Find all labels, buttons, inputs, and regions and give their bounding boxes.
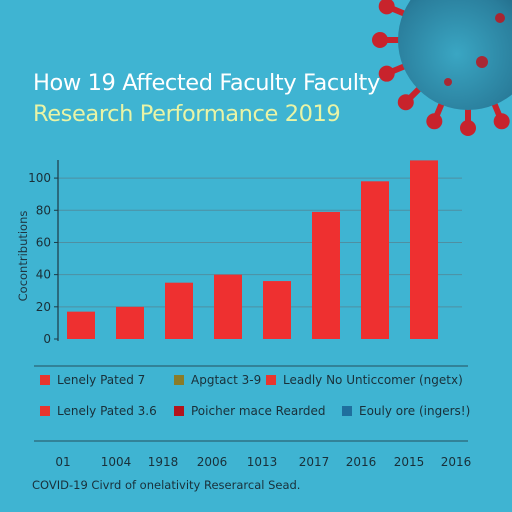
legend-label: Eouly ore (ingers!) [359, 404, 471, 418]
y-tick-label: 20 [36, 300, 51, 314]
virus-spike-head [460, 120, 476, 136]
legend-item: Lenely Pated 7 [40, 373, 145, 387]
bar [67, 311, 95, 339]
x-tick-label: 2015 [393, 455, 425, 469]
virus-spike-head [378, 65, 395, 82]
legend-swatch [40, 375, 50, 385]
virus-spike-head [426, 113, 443, 130]
x-tick-label: 2016 [345, 455, 377, 469]
caption: COVID-19 Civrd of onelativity Reserarcal… [32, 478, 301, 492]
virus-spike-head [397, 94, 414, 111]
legend-item: Lenely Pated 3.6 [40, 404, 157, 418]
bar [361, 181, 389, 339]
y-tick-label: 40 [36, 268, 51, 282]
bar [214, 274, 242, 339]
bar [410, 160, 438, 339]
virus-spike-head [493, 113, 510, 130]
legend-label: Poicher mace Rearded [191, 404, 326, 418]
chart-title-line2: Research Performance 2019 [33, 101, 341, 127]
x-tick-label: 2006 [196, 455, 228, 469]
x-tick-label: 1918 [147, 455, 179, 469]
bar [165, 282, 193, 339]
x-tick-label: 1004 [100, 455, 132, 469]
legend-item: Eouly ore (ingers!) [342, 404, 470, 418]
virus-spike-head [372, 32, 388, 48]
virus-spike-head [378, 0, 395, 15]
legend-swatch [174, 375, 184, 385]
x-axis-tick-labels: 01 1004 1918 2006 1013 2017 2016 2015 20… [0, 455, 512, 471]
legend-item: Apgtact 3-9 [174, 373, 261, 387]
legend-label: Lenely Pated 3.6 [57, 404, 157, 418]
legend-item: Leadly No Unticcomer (ngetx) [266, 373, 463, 387]
chart-title: How 19 Affected Faculty Faculty Research… [33, 68, 380, 130]
chart-title-line1: How 19 Affected Faculty Faculty [33, 70, 380, 96]
legend-swatch [266, 375, 276, 385]
bar [116, 306, 144, 339]
y-tick-label: 80 [36, 203, 51, 217]
x-tick-label: 01 [55, 455, 71, 469]
y-tick-label: 0 [43, 332, 51, 346]
legend-label: Lenely Pated 7 [57, 373, 146, 387]
legend-swatch [40, 406, 50, 416]
x-tick-label: 2016 [440, 455, 472, 469]
bar [312, 211, 340, 339]
y-tick-label: 60 [36, 235, 51, 249]
y-axis-label: Cocontributions [16, 211, 30, 302]
legend-item: Poicher mace Rearded [174, 404, 326, 418]
x-tick-label: 2017 [298, 455, 330, 469]
legend-swatch [342, 406, 352, 416]
legend-label: Leadly No Unticcomer (ngetx) [283, 373, 463, 387]
x-tick-label: 1013 [246, 455, 278, 469]
bar [263, 281, 291, 339]
legend: Lenely Pated 7 Apgtact 3-9 Leadly No Unt… [40, 373, 480, 425]
y-tick-label: 100 [28, 171, 51, 185]
legend-swatch [174, 406, 184, 416]
legend-label: Apgtact 3-9 [191, 373, 262, 387]
